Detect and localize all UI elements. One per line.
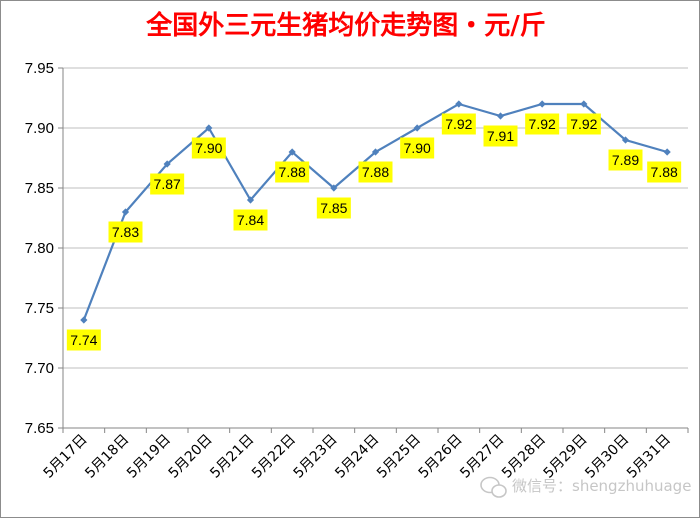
- data-label: 7.88: [647, 161, 682, 183]
- data-label: 7.92: [566, 113, 601, 135]
- data-point: [163, 160, 171, 168]
- data-label-box: [191, 137, 226, 159]
- x-tick-label: 5月23日: [291, 432, 341, 482]
- y-axis-ticks: 7.65 7.70 7.75 7.80 7.85 7.90 7.95: [25, 60, 63, 437]
- data-point: [121, 208, 130, 216]
- data-label-text: 7.90: [404, 140, 431, 156]
- y-tick-label: 7.80: [25, 240, 54, 257]
- x-tick-label: 5月27日: [457, 432, 507, 482]
- data-label-text: 7.87: [154, 176, 181, 192]
- data-label-box: [608, 149, 643, 171]
- data-label: 7.89: [608, 149, 643, 171]
- x-tick-label: 5月25日: [374, 432, 424, 482]
- data-label: 7.83: [108, 221, 143, 243]
- watermark: 微信号：shengzhuhuage: [480, 476, 691, 498]
- data-label-box: [233, 209, 268, 231]
- data-label-box: [275, 161, 310, 183]
- data-label: 7.85: [316, 197, 351, 219]
- data-point: [205, 124, 213, 132]
- data-label-text: 7.84: [237, 212, 264, 228]
- series-markers: [80, 100, 671, 324]
- x-tick-label: 5月19日: [124, 432, 174, 482]
- data-point: [580, 100, 588, 108]
- x-tick-label: 5月21日: [207, 432, 257, 482]
- data-point: [663, 148, 671, 156]
- data-label: 7.87: [150, 173, 185, 195]
- data-label-box: [483, 125, 518, 147]
- chart-title: 全国外三元生猪均价走势图・元/斤: [145, 10, 546, 41]
- data-point: [621, 136, 630, 144]
- data-label: 7.90: [400, 137, 435, 159]
- data-label-text: 7.88: [651, 164, 678, 180]
- watermark-text: 微信号：shengzhuhuage: [512, 477, 691, 495]
- data-label: 7.84: [233, 209, 268, 231]
- data-label: 7.88: [275, 161, 310, 183]
- data-label-text: 7.92: [570, 116, 597, 132]
- data-point: [496, 112, 505, 120]
- data-label-box: [441, 113, 476, 135]
- data-point: [371, 148, 380, 156]
- data-label: 7.92: [441, 113, 476, 135]
- data-label-text: 7.91: [487, 128, 514, 144]
- y-tick-label: 7.85: [25, 180, 54, 197]
- series-line: [82, 102, 668, 321]
- x-tick-label: 5月20日: [166, 432, 216, 482]
- data-label-box: [66, 329, 101, 351]
- y-tick-label: 7.65: [25, 420, 54, 437]
- data-label-text: 7.90: [195, 140, 222, 156]
- data-label-box: [400, 137, 435, 159]
- data-label-text: 7.92: [445, 116, 472, 132]
- data-label-text: 7.83: [112, 224, 139, 240]
- data-label-box: [525, 113, 560, 135]
- y-tick-label: 7.90: [25, 120, 54, 137]
- data-label: 7.74: [66, 329, 101, 351]
- data-label-box: [316, 197, 351, 219]
- data-point: [80, 316, 88, 324]
- x-tick-label: 5月17日: [41, 432, 91, 482]
- x-tick-label: 5月28日: [499, 432, 549, 482]
- data-label-box: [150, 173, 185, 195]
- x-tick-label: 5月18日: [82, 432, 132, 482]
- data-label-text: 7.88: [279, 164, 306, 180]
- x-tick-label: 5月30日: [582, 432, 632, 482]
- data-point: [288, 148, 296, 156]
- data-label: 7.91: [483, 125, 518, 147]
- data-point: [246, 196, 255, 204]
- data-label-text: 7.85: [320, 200, 347, 216]
- data-point: [455, 100, 463, 108]
- x-tick-label: 5月31日: [624, 432, 674, 482]
- data-label: 7.90: [191, 137, 226, 159]
- gridlines: [63, 67, 688, 369]
- data-label: 7.92: [525, 113, 560, 135]
- data-label-box: [566, 113, 601, 135]
- data-labels: 7.74 7.83 7.87 7.90 7.84 7.88 7.85 7.88 7.90 7.92…: [66, 113, 682, 351]
- x-tick-label: 5月29日: [541, 432, 591, 482]
- data-label-box: [108, 221, 143, 243]
- x-tick-label: 5月26日: [416, 432, 466, 482]
- y-tick-label: 7.70: [25, 360, 54, 377]
- data-point: [413, 124, 421, 132]
- data-label-box: [647, 161, 682, 183]
- x-tick-label: 5月22日: [249, 432, 299, 482]
- y-tick-label: 7.75: [25, 300, 54, 317]
- x-tick-label: 5月24日: [332, 432, 382, 482]
- data-point: [330, 184, 338, 192]
- data-label: 7.88: [358, 161, 393, 183]
- data-point: [538, 100, 546, 108]
- data-label-text: 7.89: [612, 152, 639, 168]
- data-label-text: 7.92: [529, 116, 556, 132]
- wechat-icon: [480, 476, 507, 498]
- data-label-box: [358, 161, 393, 183]
- y-tick-label: 7.95: [25, 60, 54, 77]
- data-label-text: 7.88: [362, 164, 389, 180]
- x-axis-ticks: 5月17日5月18日5月19日5月20日5月21日5月22日5月23日5月24日…: [41, 428, 689, 482]
- data-label-text: 7.74: [70, 332, 97, 348]
